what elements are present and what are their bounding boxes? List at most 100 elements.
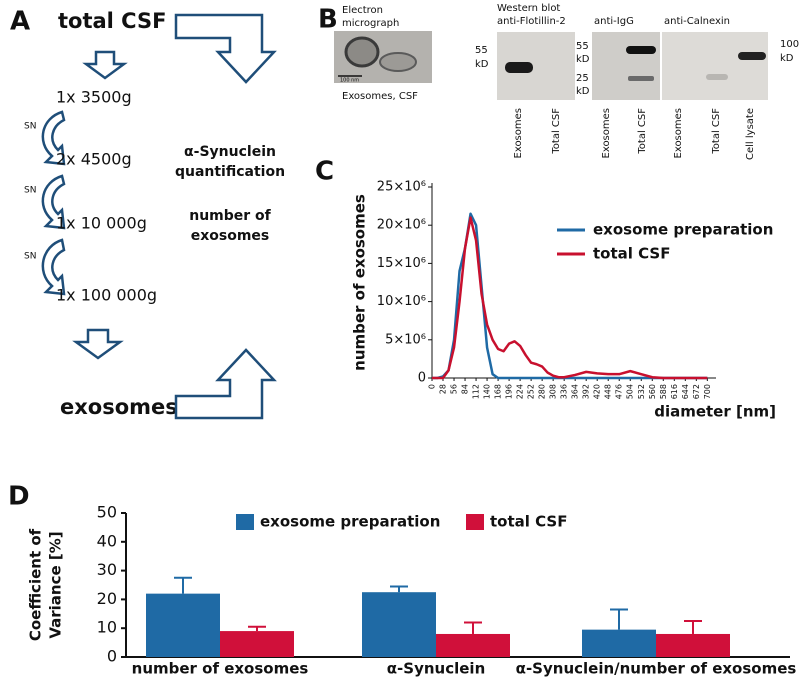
panel-b: B Electron micrograph 100 nm Exosomes, C… xyxy=(318,3,799,160)
blot-title: anti-IgG xyxy=(594,16,634,27)
y-tick-label: 40 xyxy=(97,531,117,550)
bar xyxy=(582,629,656,657)
panel-letter: A xyxy=(10,7,30,37)
bar xyxy=(362,592,436,657)
x-tick-label: 616 xyxy=(670,384,679,399)
marker: kD xyxy=(475,59,489,70)
start-label: total CSF xyxy=(58,9,166,33)
x-tick-label: 280 xyxy=(538,384,547,399)
arrow xyxy=(82,50,128,80)
y-axis-label: Variance [%] xyxy=(47,531,65,638)
arrow xyxy=(41,174,66,230)
exosome-image xyxy=(344,36,380,68)
x-tick-label: 364 xyxy=(571,384,580,399)
x-tick-label: number of exosomes xyxy=(132,660,309,678)
blot xyxy=(592,32,660,100)
x-tick-label: 700 xyxy=(703,384,712,399)
y-tick-label: 25×10⁶ xyxy=(377,180,426,195)
x-tick-label: 0 xyxy=(428,384,437,389)
panel-letter: B xyxy=(318,5,338,35)
x-tick-label: 560 xyxy=(648,384,657,399)
output-label: number of xyxy=(189,208,271,224)
lane-label: Exosomes xyxy=(673,108,684,158)
marker: 55 xyxy=(475,45,488,56)
x-tick-label: 224 xyxy=(516,384,525,399)
bar xyxy=(436,633,510,657)
panel-a: A total CSF exosomes 1x 3500g 2x 4500g 1… xyxy=(10,7,285,420)
end-label: exosomes xyxy=(60,395,178,419)
x-tick-label: 336 xyxy=(560,384,569,399)
lane-label: Total CSF xyxy=(551,108,562,155)
x-tick-label: 196 xyxy=(505,384,514,399)
x-tick-label: 588 xyxy=(659,384,668,399)
x-tick-label: 504 xyxy=(626,384,635,399)
lane-label: Exosomes xyxy=(601,108,612,158)
bar xyxy=(146,593,220,657)
x-tick-label: 252 xyxy=(527,384,536,399)
y-tick-label: 0 xyxy=(418,371,426,386)
x-tick-label: α-Synuclein/number of exosomes xyxy=(516,660,797,678)
scale-bar-label: 100 nm xyxy=(340,78,359,84)
y-axis-label: number of exosomes xyxy=(351,194,369,371)
y-tick-label: 0 xyxy=(107,647,117,666)
panel-letter: C xyxy=(315,157,334,187)
blot-band xyxy=(706,74,728,80)
x-tick-label: 28 xyxy=(439,384,448,394)
lane-label: Total CSF xyxy=(711,108,722,155)
output-label: quantification xyxy=(175,164,285,180)
blot-title: anti-Flotillin-2 xyxy=(497,16,566,27)
lane-label: Cell lysate xyxy=(745,108,756,160)
x-tick-label: 308 xyxy=(549,384,558,399)
step: 1x 10 000g xyxy=(56,214,147,233)
series-line xyxy=(432,216,708,380)
blot-band xyxy=(738,52,766,60)
marker: kD xyxy=(576,86,590,97)
y-tick-label: 20×10⁶ xyxy=(377,218,426,233)
x-axis-label: diameter [nm] xyxy=(654,403,776,421)
y-tick-label: 10 xyxy=(97,618,117,637)
x-tick-label: 672 xyxy=(692,384,701,399)
micrograph-title: micrograph xyxy=(342,18,399,29)
arrow xyxy=(174,348,277,420)
step: 2x 4500g xyxy=(56,150,132,169)
legend-swatch xyxy=(466,514,484,530)
blot-band xyxy=(628,76,654,81)
x-tick-label: 56 xyxy=(450,384,459,394)
x-tick-label: α-Synuclein xyxy=(387,660,486,678)
output-label: exosomes xyxy=(191,228,270,244)
marker: 25 xyxy=(576,73,589,84)
x-tick-label: 140 xyxy=(483,384,492,399)
micrograph-title: Electron xyxy=(342,5,383,16)
x-tick-label: 168 xyxy=(494,384,503,399)
arrow xyxy=(41,238,66,296)
x-tick-label: 392 xyxy=(582,384,591,399)
arrow xyxy=(174,13,277,84)
lane-label: Total CSF xyxy=(637,108,648,155)
legend-label: total CSF xyxy=(490,513,567,531)
x-tick-label: 84 xyxy=(461,384,470,394)
sn-label: SN xyxy=(24,252,36,262)
output-label: α-Synuclein xyxy=(184,144,276,160)
marker: kD xyxy=(780,53,794,64)
marker: kD xyxy=(576,54,590,65)
y-tick-label: 20 xyxy=(97,589,117,608)
y-tick-label: 50 xyxy=(97,503,117,522)
legend-label: exosome preparation xyxy=(593,221,773,239)
step: 1x 100 000g xyxy=(56,286,157,305)
x-tick-label: 644 xyxy=(681,384,690,399)
y-tick-label: 10×10⁶ xyxy=(377,294,426,309)
legend-label: exosome preparation xyxy=(260,513,440,531)
lane-label: Exosomes xyxy=(513,108,524,158)
y-axis-label: Coefficient of xyxy=(27,528,45,641)
legend-label: total CSF xyxy=(593,245,670,263)
blot xyxy=(662,32,768,100)
y-tick-label: 5×10⁶ xyxy=(385,332,426,347)
arrow xyxy=(41,110,66,166)
arrow xyxy=(72,328,124,360)
x-tick-label: 112 xyxy=(472,384,481,399)
blot-band xyxy=(505,62,533,73)
x-tick-label: 476 xyxy=(615,384,624,399)
marker: 55 xyxy=(576,41,589,52)
marker: 100 xyxy=(780,39,799,50)
blot-band xyxy=(626,46,656,54)
